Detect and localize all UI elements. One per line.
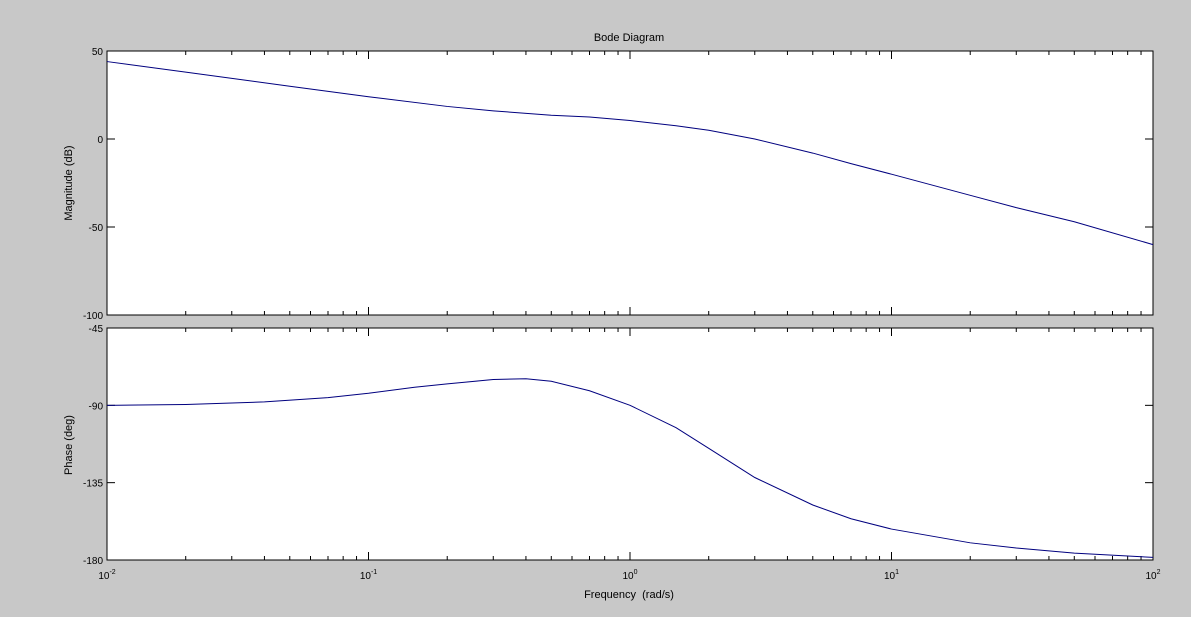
magnitude-plot-area	[106, 50, 1154, 316]
y-tick-label: -90	[89, 401, 104, 412]
x-tick-exponent: 0	[634, 569, 638, 576]
y-tick-label: 50	[92, 47, 104, 58]
phase-line	[106, 378, 1154, 558]
x-tick-label: 10-2	[98, 569, 115, 582]
x-tick-base: 10	[1145, 571, 1157, 582]
x-tick-label: 10-1	[360, 569, 377, 582]
phase-ticks	[106, 327, 1153, 561]
x-tick-label: 101	[884, 569, 899, 582]
x-tick-exponent: -2	[109, 569, 115, 576]
x-tick-exponent: 2	[1157, 569, 1161, 576]
y-tick-label: -100	[83, 311, 103, 322]
phase-plot-area	[106, 327, 1154, 561]
x-tick-base: 10	[360, 571, 372, 582]
magnitude-tick-labels: 50 0 -50 -100	[83, 47, 103, 322]
y-tick-label: 0	[97, 135, 103, 146]
phase-y-label: Phase (deg)	[63, 415, 75, 475]
x-tick-base: 10	[622, 571, 634, 582]
magnitude-line	[106, 61, 1154, 246]
y-tick-label: -180	[83, 556, 103, 567]
y-tick-label: -50	[89, 223, 104, 234]
chart-title: Bode Diagram	[594, 32, 664, 44]
x-tick-base: 10	[884, 571, 896, 582]
x-tick-label: 100	[622, 569, 637, 582]
x-tick-label: 102	[1145, 569, 1160, 582]
y-tick-label: -135	[83, 479, 103, 490]
frequency-x-label: Frequency (rad/s)	[584, 589, 674, 601]
magnitude-y-label: Magnitude (dB)	[63, 145, 75, 220]
magnitude-ticks	[106, 50, 1153, 316]
x-tick-exponent: -1	[371, 569, 377, 576]
x-tick-base: 10	[98, 571, 110, 582]
magnitude-axes: 50 0 -50 -100	[83, 47, 1154, 322]
x-tick-exponent: 1	[895, 569, 899, 576]
y-tick-label: -45	[89, 324, 104, 335]
